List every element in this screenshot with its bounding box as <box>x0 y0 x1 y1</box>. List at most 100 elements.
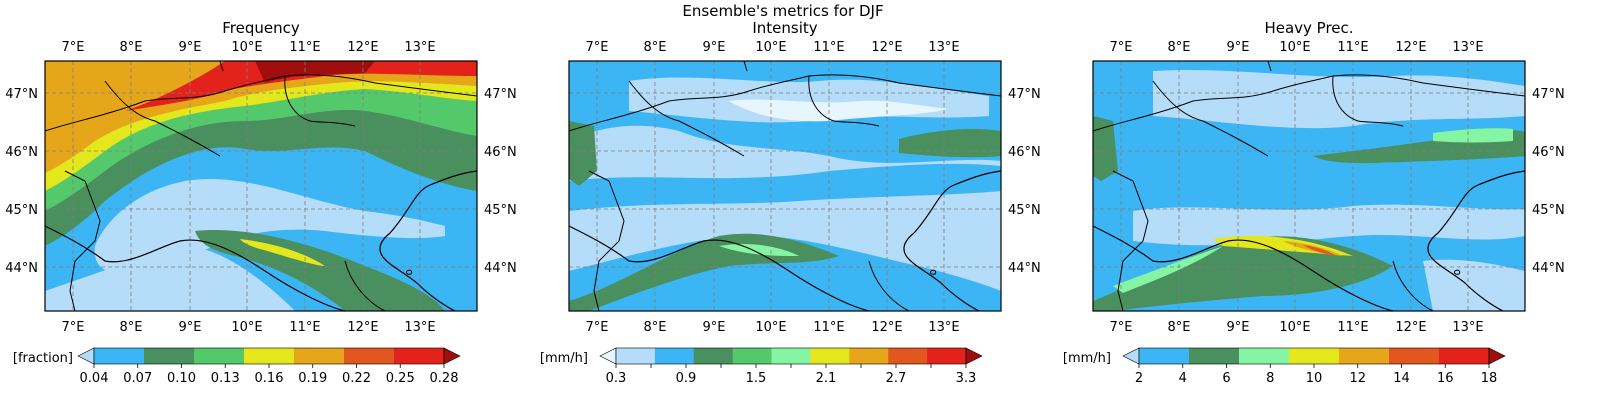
coastline <box>1092 170 1526 312</box>
ligurian-sea-region <box>45 245 295 311</box>
lat-tick-label-right: 45°N <box>1008 203 1041 218</box>
apennines-red-region <box>1303 245 1335 255</box>
lat-tick-label-right: 46°N <box>1532 145 1565 160</box>
panel-title: Intensity <box>752 19 817 37</box>
lon-tick-label-bottom: 13°E <box>1452 320 1483 335</box>
colorbar-extend-max <box>443 347 461 365</box>
island-outline <box>405 269 413 275</box>
colorbar-tick-label: 12 <box>1349 371 1366 386</box>
colorbar-tick-label: 0.19 <box>298 371 327 386</box>
lat-tick-label-right: 45°N <box>484 203 517 218</box>
lat-tick-label-right: 47°N <box>1532 87 1565 102</box>
colorbar-extend-max <box>1488 347 1506 365</box>
colorbar-segment <box>654 348 695 364</box>
colorbar-tick-label: 0.10 <box>167 371 196 386</box>
lon-tick-label-top: 11°E <box>289 40 320 55</box>
lon-tick-label-top: 10°E <box>231 40 262 55</box>
apennines-light-region <box>719 244 799 256</box>
lat-tick-label-right: 47°N <box>484 87 517 102</box>
intensity-panel: Intensity 7°E 7°E 8°E 8°E 9°E 9°E 10°E 10°E 11°E… <box>568 19 1041 335</box>
lat-tick-label-left: 46°N <box>5 145 38 160</box>
lon-tick-label-bottom: 8°E <box>1168 320 1191 335</box>
figure-title: Ensemble's metrics for DJF <box>682 2 883 20</box>
lon-tick-label-bottom: 9°E <box>1227 320 1250 335</box>
heavy-prec-panel: Heavy Prec. 7°E 7°E 8°E 8°E 9°E 9°E 10°E 10°E 11… <box>1092 19 1565 335</box>
lon-tick-label-top: 12°E <box>347 40 378 55</box>
colorbar-tick-label: 18 <box>1481 371 1498 386</box>
colorbar-tick-label: 0.13 <box>211 371 240 386</box>
lat-tick-label-left: 47°N <box>5 87 38 102</box>
lon-tick-label-bottom: 11°E <box>289 320 320 335</box>
prealps-light-region <box>1433 128 1513 143</box>
prealps-green-region <box>899 128 1001 158</box>
colorbar-tick-label: 0.16 <box>255 371 284 386</box>
lat-tick-label-right: 44°N <box>484 261 517 276</box>
plain-pale-region <box>1133 204 1525 246</box>
colorbar-tick-label: 3.3 <box>956 371 977 386</box>
lon-tick-label-top: 11°E <box>813 40 844 55</box>
lon-tick-label-bottom: 11°E <box>813 320 844 335</box>
colorbar-tick-label: 14 <box>1393 371 1410 386</box>
lat-tick-label-right: 44°N <box>1008 261 1041 276</box>
colorbar-tick-label: 0.22 <box>342 371 371 386</box>
east-pale-region <box>1423 259 1525 311</box>
alps-orange-region <box>45 61 477 173</box>
colorbar-segment <box>244 348 295 364</box>
colorbar-tick-label: 16 <box>1437 371 1454 386</box>
map-frame <box>1092 60 1526 312</box>
colorbar-extend-max <box>965 347 983 365</box>
colorbar-extend-min <box>77 347 95 365</box>
colorbar-segment <box>849 348 889 364</box>
country-border <box>44 60 478 312</box>
colorbar-segment <box>1189 348 1240 364</box>
colorbar-tick-label: 0.3 <box>606 371 627 386</box>
colorbar-extend-min <box>1122 347 1140 365</box>
map-frame <box>568 60 1002 312</box>
colorbar-unit-label: [mm/h] <box>1063 351 1111 366</box>
frequency-panel: Frequency 7°E 7°E 8°E 8°E 9°E 9°E 10°E 10°E 11°E… <box>5 19 517 335</box>
colorbar-tick-label: 0.28 <box>430 371 459 386</box>
lon-tick-label-top: 10°E <box>755 40 786 55</box>
lon-tick-label-top: 13°E <box>1452 40 1483 55</box>
lat-tick-label-right: 47°N <box>1008 87 1041 102</box>
intensity-colorbar: [mm/h] 0.3 0.9 1.5 2.1 2.7 3.3 <box>540 347 983 386</box>
heavy-prec-map <box>1093 61 1525 311</box>
alps-white-region <box>729 99 949 122</box>
lon-tick-label-bottom: 10°E <box>755 320 786 335</box>
colorbar-segment <box>144 348 195 364</box>
lon-tick-label-top: 12°E <box>1395 40 1426 55</box>
lat-tick-label-right: 44°N <box>1532 261 1565 276</box>
colorbar-segment <box>616 348 656 364</box>
lon-tick-label-top: 10°E <box>1279 40 1310 55</box>
map-frame <box>44 60 478 312</box>
island-outline <box>929 269 937 275</box>
frequency-map <box>45 61 477 311</box>
lon-tick-label-bottom: 9°E <box>703 320 726 335</box>
lat-tick-label-right: 45°N <box>1532 203 1565 218</box>
colorbar-segment <box>1239 348 1290 364</box>
west-green-region <box>1093 116 1118 181</box>
lon-tick-label-bottom: 9°E <box>179 320 202 335</box>
lon-tick-label-top: 7°E <box>1110 40 1133 55</box>
colorbar-unit-label: [fraction] <box>13 351 73 366</box>
lon-tick-label-bottom: 13°E <box>404 320 435 335</box>
colorbar-segment <box>394 348 445 364</box>
lat-tick-label-right: 46°N <box>484 145 517 160</box>
lon-tick-label-top: 13°E <box>404 40 435 55</box>
colorbar-tick-label: 6 <box>1222 371 1230 386</box>
apennines-green-region <box>1093 236 1393 311</box>
colorbar-tick-label: 10 <box>1306 371 1323 386</box>
lon-tick-label-bottom: 7°E <box>62 320 85 335</box>
lon-tick-label-bottom: 12°E <box>347 320 378 335</box>
heavy-prec-colorbar: [mm/h] 2 4 6 8 10 12 14 16 18 <box>1063 347 1506 386</box>
colorbar-tick-label: 2.7 <box>886 371 907 386</box>
colorbar-unit-label: [mm/h] <box>540 351 588 366</box>
apennines-light-region <box>1113 246 1223 293</box>
central-blue-band <box>569 163 1001 211</box>
lon-tick-label-bottom: 8°E <box>644 320 667 335</box>
colorbar-segment <box>693 348 734 364</box>
colorbar-segment <box>810 348 850 364</box>
colorbar-tick-label: 2 <box>1135 371 1143 386</box>
colorbar-tick-label: 8 <box>1266 371 1274 386</box>
lon-tick-label-bottom: 12°E <box>1395 320 1426 335</box>
